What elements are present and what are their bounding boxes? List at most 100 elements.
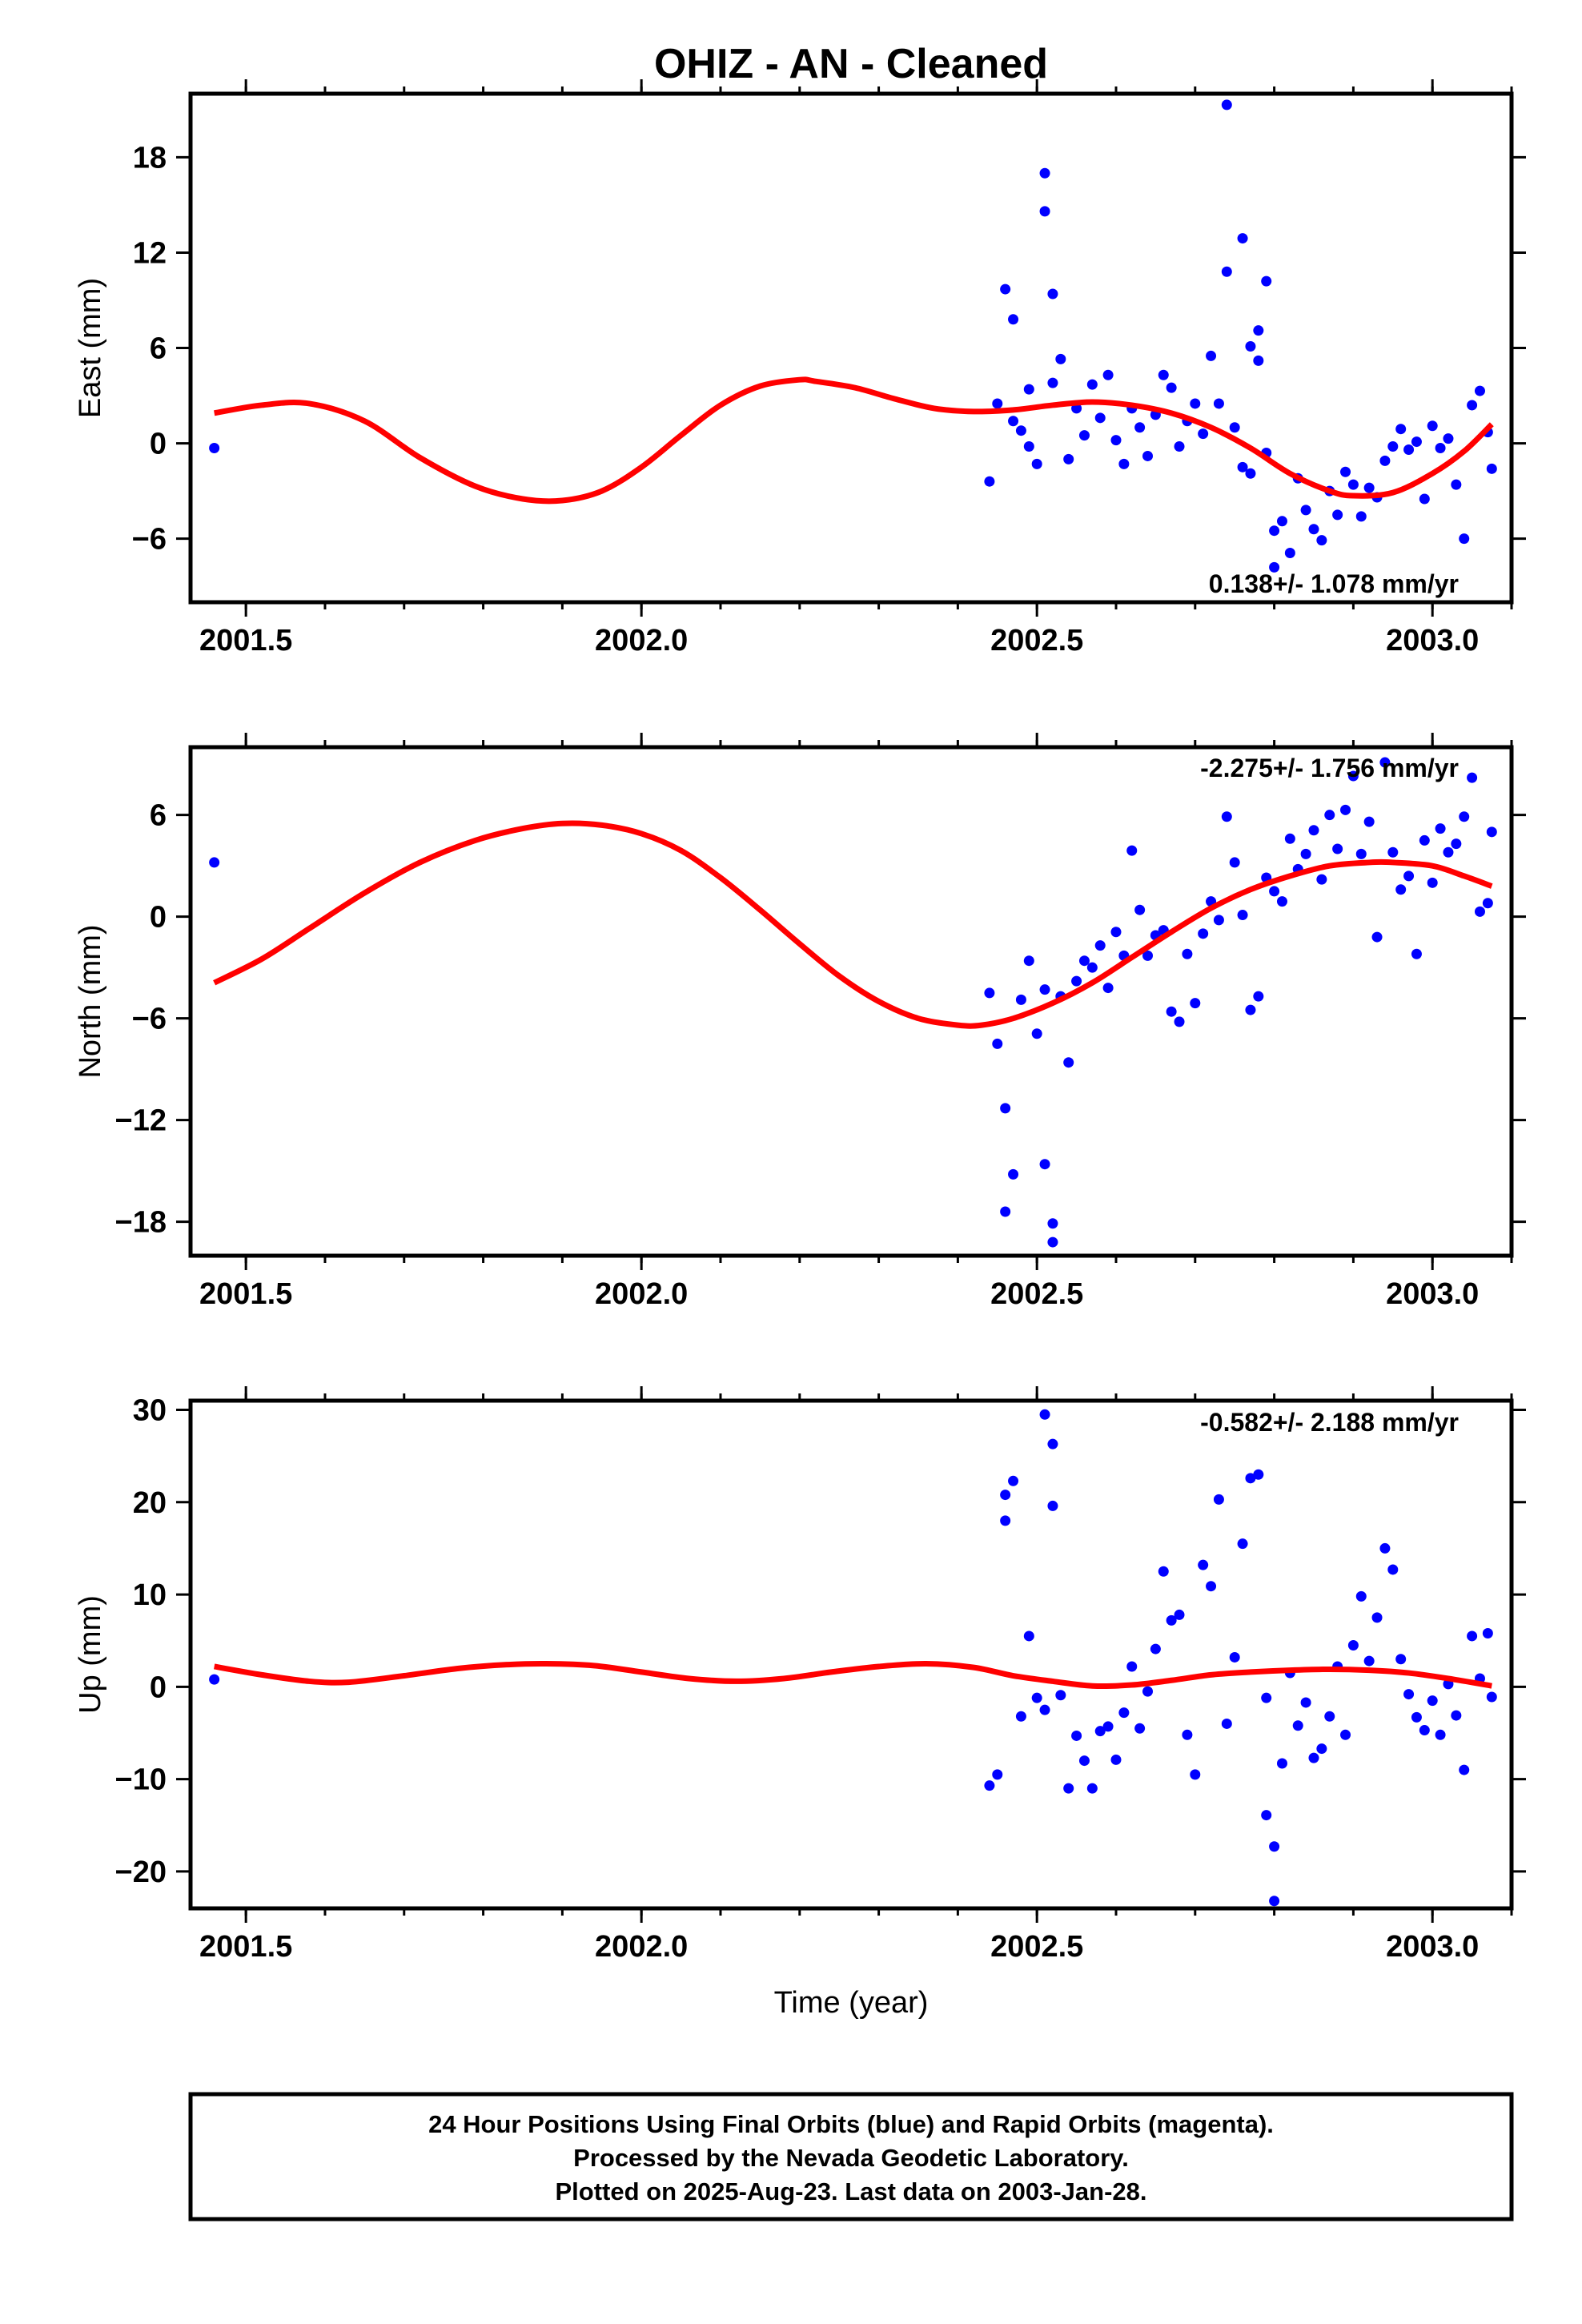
data-point <box>1486 463 1497 474</box>
model-curve-north <box>213 820 1493 1029</box>
data-point <box>1435 443 1446 454</box>
data-point <box>992 398 1003 409</box>
panel-east: 2001.5 2002.0 2002.5 2003.0 −6 0 6 12 18 East (mm… <box>74 79 1526 657</box>
data-point <box>1284 547 1295 558</box>
data-point <box>1379 757 1391 768</box>
data-point <box>1000 1103 1011 1114</box>
rate-label: -0.582+/- 2.188 mm/yr <box>1200 1408 1459 1437</box>
y-tick-label: 10 <box>133 1578 167 1612</box>
data-point <box>209 1674 220 1685</box>
x-tick-label: 2003.0 <box>1386 1930 1479 1964</box>
data-point <box>1308 1752 1319 1763</box>
data-point <box>1142 950 1154 961</box>
data-point <box>1308 524 1319 535</box>
data-point <box>1015 994 1026 1005</box>
data-point <box>1467 772 1478 783</box>
data-point <box>1316 535 1327 546</box>
data-point <box>1269 886 1280 897</box>
x-tick-label: 2001.5 <box>199 1277 292 1311</box>
data-point <box>1134 904 1146 915</box>
points-east <box>209 99 1497 573</box>
y-tick-label: 20 <box>133 1486 167 1520</box>
data-point <box>1134 422 1146 433</box>
data-point <box>1300 1697 1311 1708</box>
data-point <box>1403 1689 1415 1700</box>
y-tick-label: 12 <box>133 236 167 270</box>
data-point <box>1411 436 1422 448</box>
data-point <box>1047 377 1058 388</box>
footer-line-3: Plotted on 2025-Aug-23. Last data on 200… <box>555 2177 1146 2205</box>
data-point <box>1269 1841 1280 1852</box>
panel-north: 2001.5 2002.0 2002.5 2003.0 −18 −12 −6 0 6 North … <box>74 733 1526 1311</box>
data-point <box>1459 811 1470 822</box>
data-point <box>1190 998 1201 1009</box>
data-point <box>1198 1559 1209 1570</box>
data-point <box>1229 857 1240 868</box>
data-point <box>1039 1159 1050 1170</box>
data-point <box>1142 1686 1154 1697</box>
panel-up: 2001.5 2002.0 2002.5 2003.0 −20 −10 0 10 20 30 Up … <box>74 1386 1526 1964</box>
data-point <box>1071 975 1082 987</box>
data-point <box>1031 458 1042 469</box>
data-point <box>1482 1627 1493 1638</box>
data-point <box>1395 424 1407 435</box>
data-point <box>1078 1755 1090 1767</box>
data-point <box>1467 1630 1478 1642</box>
data-point <box>1206 1581 1217 1592</box>
data-point <box>1467 400 1478 411</box>
data-point <box>1347 770 1359 782</box>
data-point <box>1237 1538 1248 1550</box>
data-point <box>1174 441 1185 452</box>
data-point <box>1355 1590 1367 1602</box>
data-point <box>1198 428 1209 440</box>
data-point <box>1134 1723 1146 1734</box>
data-point <box>1261 1810 1272 1821</box>
data-point <box>1419 1725 1430 1736</box>
data-point <box>1086 379 1098 390</box>
data-point <box>1237 233 1248 244</box>
data-point <box>984 1780 995 1791</box>
y-axis-label: Up (mm) <box>74 1595 107 1714</box>
data-point <box>1182 948 1193 959</box>
footer-box: 24 Hour Positions Using Final Orbits (bl… <box>188 2092 1514 2221</box>
data-point <box>1347 479 1359 490</box>
data-point <box>1094 412 1106 424</box>
data-point <box>1047 288 1058 300</box>
x-tick-label: 2001.5 <box>199 624 292 657</box>
data-point <box>1387 1564 1399 1575</box>
data-point <box>1340 466 1351 477</box>
data-point <box>1023 384 1034 395</box>
data-point <box>1023 955 1034 967</box>
data-point <box>1190 1769 1201 1780</box>
data-point <box>1253 991 1264 1002</box>
data-point <box>1451 479 1462 490</box>
data-point <box>1102 369 1114 380</box>
panels: 2001.5 2002.0 2002.5 2003.0 −6 0 6 12 18 East (mm… <box>74 79 1526 1964</box>
data-point <box>1008 314 1019 325</box>
y-tick-label: 6 <box>150 799 167 833</box>
data-point <box>1427 1695 1438 1707</box>
points-up <box>209 1409 1497 1907</box>
data-point <box>1419 834 1430 846</box>
data-point <box>1435 823 1446 834</box>
data-point <box>1039 1704 1050 1715</box>
data-point <box>1269 1896 1280 1907</box>
data-point <box>1213 1494 1224 1505</box>
data-point <box>1340 804 1351 815</box>
data-point <box>1443 846 1454 858</box>
data-point <box>1000 1515 1011 1526</box>
y-tick-label: 0 <box>150 1671 167 1704</box>
data-point <box>1269 525 1280 537</box>
plot-frame <box>188 91 1514 605</box>
data-point <box>1237 910 1248 921</box>
data-point <box>1451 838 1462 850</box>
data-point <box>1395 1654 1407 1665</box>
data-point <box>1166 1614 1177 1626</box>
data-point <box>1355 848 1367 859</box>
data-point <box>1411 948 1422 959</box>
data-point <box>1008 416 1019 427</box>
data-point <box>1055 1690 1066 1701</box>
data-point <box>1363 1655 1375 1667</box>
